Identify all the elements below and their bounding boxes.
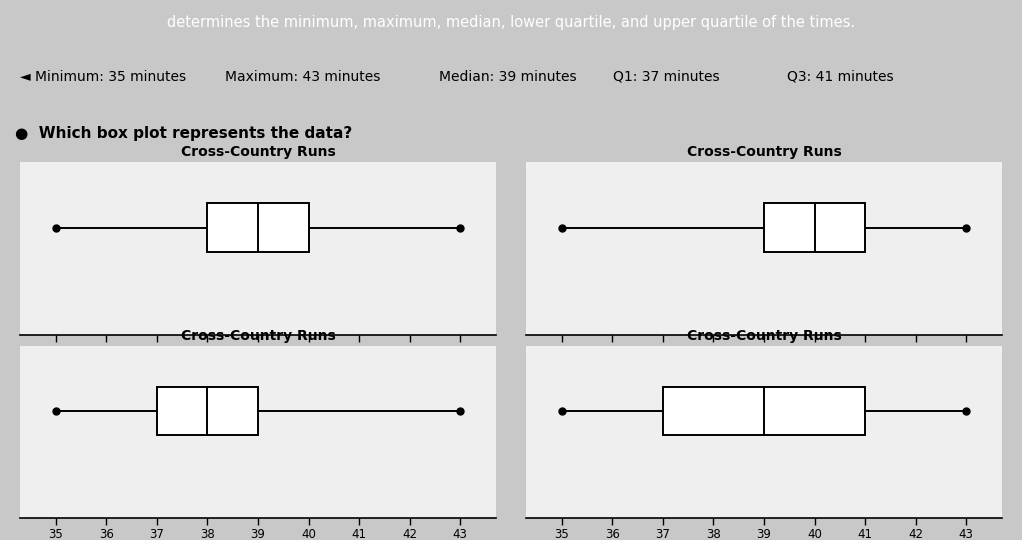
Text: Median: 39 minutes: Median: 39 minutes (439, 70, 577, 84)
Text: ◄ Minimum: 35 minutes: ◄ Minimum: 35 minutes (20, 70, 187, 84)
Text: Maximum: 43 minutes: Maximum: 43 minutes (225, 70, 380, 84)
Title: Cross-Country Runs: Cross-Country Runs (181, 329, 335, 343)
Bar (764, 204, 865, 252)
Text: determines the minimum, maximum, median, lower quartile, and upper quartile of t: determines the minimum, maximum, median,… (167, 16, 855, 30)
Text: Q3: 41 minutes: Q3: 41 minutes (787, 70, 893, 84)
Bar (207, 204, 309, 252)
X-axis label: Time (min): Time (min) (224, 360, 292, 373)
Text: Q1: 37 minutes: Q1: 37 minutes (613, 70, 719, 84)
Text: ●  Which box plot represents the data?: ● Which box plot represents the data? (15, 126, 353, 141)
Bar (663, 387, 865, 435)
Title: Cross-Country Runs: Cross-Country Runs (687, 145, 841, 159)
Bar (157, 387, 258, 435)
Title: Cross-Country Runs: Cross-Country Runs (181, 145, 335, 159)
Title: Cross-Country Runs: Cross-Country Runs (687, 329, 841, 343)
X-axis label: Time (min): Time (min) (730, 360, 798, 373)
